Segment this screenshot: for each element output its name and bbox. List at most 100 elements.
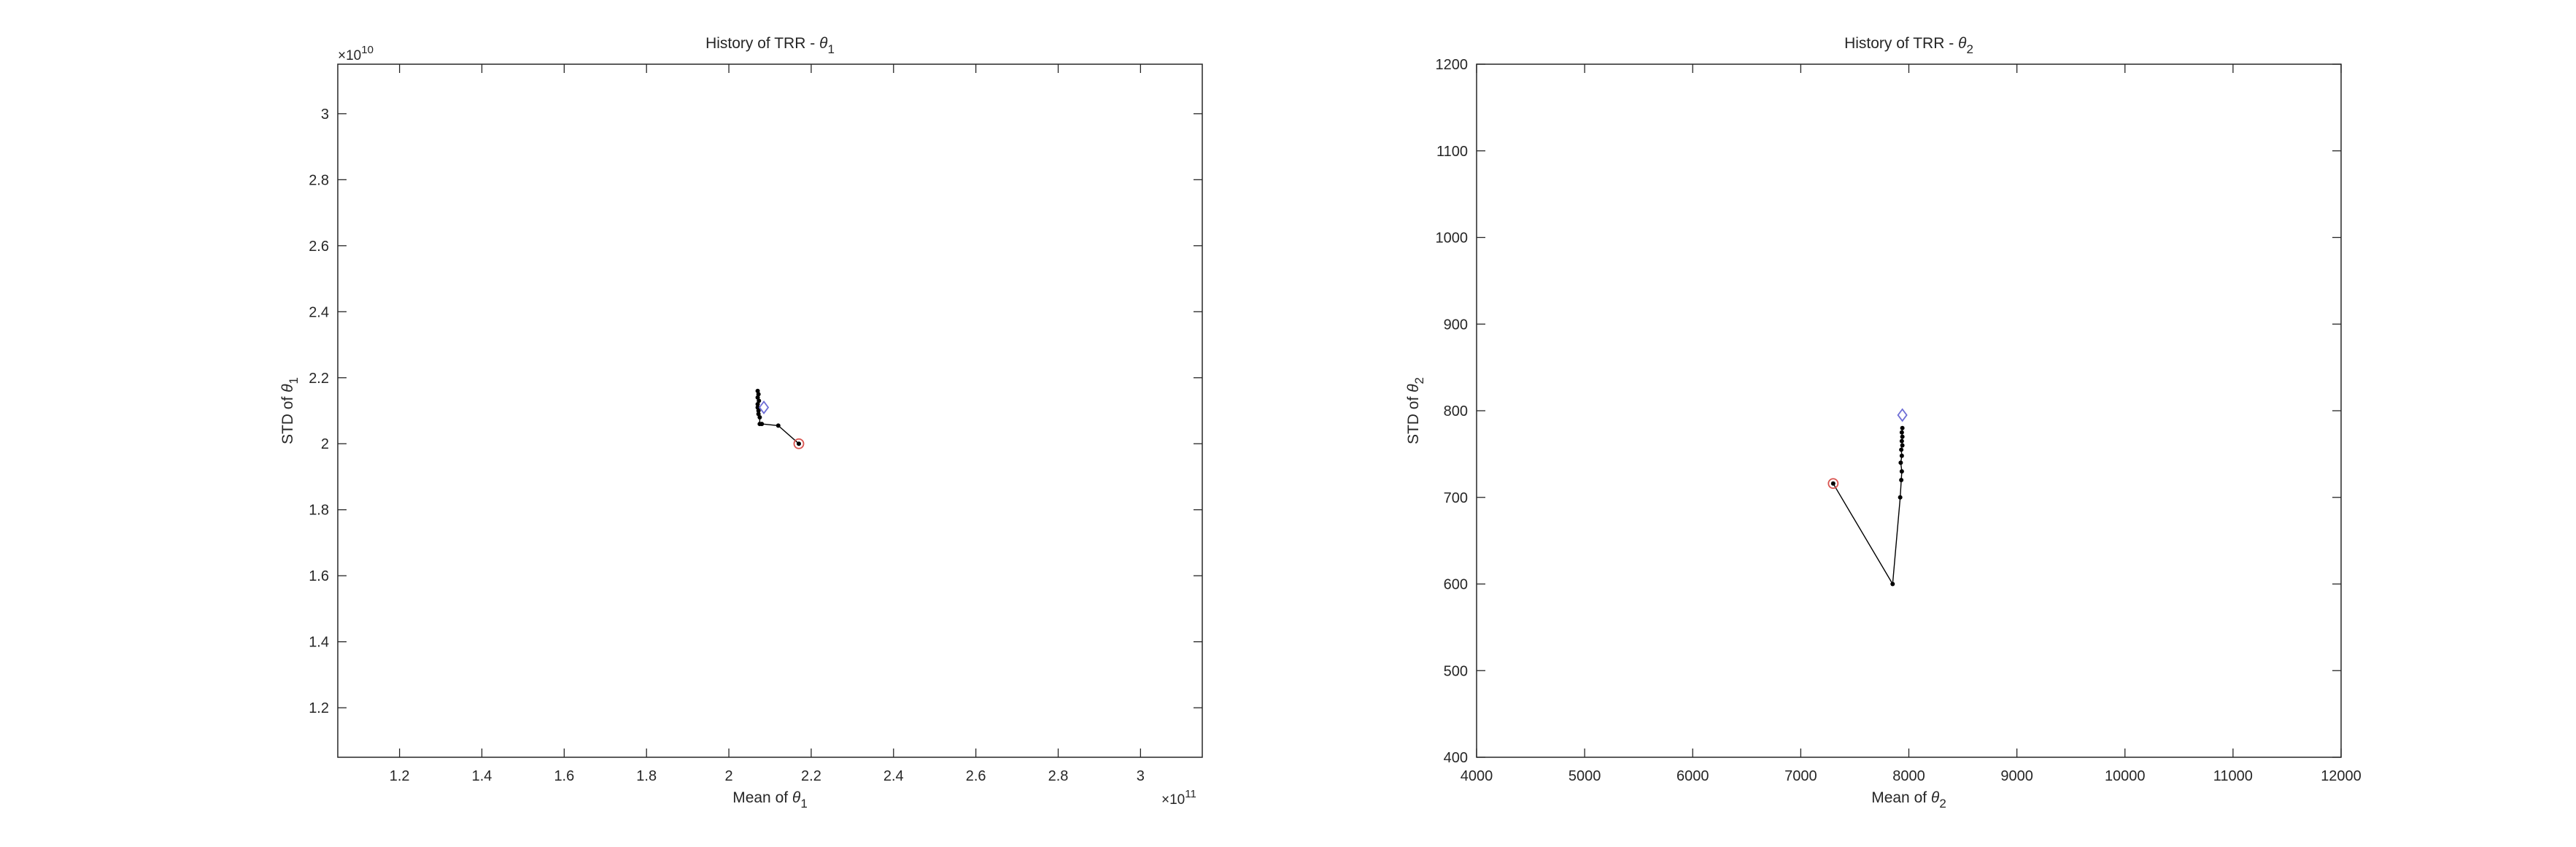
history-point	[1898, 460, 1903, 465]
axes-box	[1476, 63, 2342, 758]
chart-panel-theta2: 4000 5000 6000 7000 8000 9000 10000 11000 12000 4…	[1405, 35, 2362, 811]
x-tick-label: 1.6	[554, 768, 574, 784]
chart-panel-theta1: 1.2 1.4 1.6 1.8 2 2.2 2.4 2.6 2.8 3 1.2 1.4 1.6 1.8 2 2…	[279, 35, 1203, 811]
x-tick-label: 2.8	[1048, 768, 1069, 784]
chart-title-text: History of TRR -	[1844, 35, 1958, 52]
x-axis-label-subscript: 2	[1939, 797, 1946, 811]
x-tick-label: 5000	[1569, 768, 1601, 784]
x-axis-label: Mean of θ2	[1871, 789, 1946, 811]
y-exponent-base: ×10	[338, 48, 361, 63]
y-tick-label: 500	[1444, 663, 1468, 679]
history-point	[757, 422, 762, 427]
x-axis-label-text: Mean of	[1871, 789, 1931, 806]
x-axis-label: Mean of θ1	[732, 789, 808, 811]
start-marker	[793, 438, 805, 449]
y-tick-label: 1100	[1436, 144, 1468, 160]
x-tick-label: 3	[1137, 768, 1145, 784]
x-tick-label: 2.6	[966, 768, 986, 784]
history-point	[1900, 434, 1905, 439]
y-axis-label: STD of θ1	[279, 377, 301, 444]
history-point	[1899, 438, 1904, 444]
end-marker	[1897, 408, 1908, 422]
history-point	[1900, 443, 1905, 448]
chart-title: History of TRR - θ1	[705, 35, 835, 56]
chart-title-symbol: θ	[819, 35, 828, 52]
history-point	[757, 415, 762, 420]
x-tick-label: 1.4	[472, 768, 492, 784]
history-point	[1899, 453, 1904, 458]
x-tick-label: 7000	[1784, 768, 1817, 784]
x-exponent-power: 11	[1185, 788, 1196, 800]
x-axis-label-symbol: θ	[1931, 789, 1940, 806]
history-point	[755, 405, 760, 410]
history-point	[755, 401, 760, 406]
y-axis-label-text: STD of	[279, 392, 296, 444]
x-exponent-base: ×10	[1161, 792, 1185, 808]
history-point	[756, 409, 761, 413]
history-point	[1899, 478, 1904, 482]
y-tick-label: 600	[1444, 577, 1468, 593]
y-axis-label-symbol: θ	[279, 384, 296, 392]
history-point	[757, 398, 762, 403]
x-tick-label: 1.8	[636, 768, 657, 784]
x-exponent-label: ×1011	[1161, 788, 1196, 808]
y-tick-label: 2.2	[309, 371, 329, 387]
history-point	[1899, 447, 1904, 452]
y-tick-label: 800	[1444, 403, 1468, 419]
x-tick-label: 12000	[2321, 768, 2362, 784]
x-tick-label: 11000	[2213, 768, 2253, 784]
history-point	[1898, 495, 1903, 500]
y-axis-label-subscript: 1	[287, 377, 301, 384]
x-tick-label: 6000	[1676, 768, 1709, 784]
history-point	[1830, 481, 1836, 486]
y-tick-label: 1.8	[309, 503, 329, 519]
history-point	[797, 441, 801, 446]
start-marker	[1827, 478, 1839, 490]
x-tick-label: 1.2	[390, 768, 410, 784]
y-axis-label-text: STD of	[1405, 392, 1422, 444]
y-axis-label-symbol: θ	[1405, 384, 1422, 392]
y-tick-label: 1200	[1436, 57, 1469, 73]
x-tick-label: 2	[725, 768, 733, 784]
y-tick-label: 2.6	[309, 239, 329, 255]
x-tick-label: 2.4	[883, 768, 904, 784]
y-tick-label: 1000	[1436, 231, 1469, 247]
chart-title-subscript: 1	[827, 42, 834, 56]
chart-title: History of TRR - θ2	[1844, 35, 1973, 56]
x-axis-label-subscript: 1	[800, 797, 807, 811]
chart-title-symbol: θ	[1958, 35, 1967, 52]
y-tick-label: 1.6	[309, 568, 329, 584]
history-point	[755, 395, 760, 400]
history-point	[1899, 430, 1904, 435]
y-tick-label: 3	[321, 107, 329, 123]
y-tick-label: 1.2	[309, 700, 329, 716]
history-point	[755, 388, 760, 393]
chart-title-subscript: 2	[1966, 42, 1973, 56]
axes-box	[337, 63, 1203, 758]
x-axis-label-text: Mean of	[732, 789, 792, 806]
y-exponent-power: 10	[361, 44, 374, 56]
end-marker	[758, 400, 770, 414]
history-point	[1899, 469, 1904, 474]
x-tick-label: 9000	[2000, 768, 2033, 784]
history-point	[1900, 425, 1905, 430]
x-tick-label: 4000	[1461, 768, 1493, 784]
y-tick-label: 400	[1444, 750, 1468, 766]
y-tick-label: 2	[321, 436, 329, 452]
y-tick-label: 2.4	[309, 304, 329, 320]
history-point	[756, 392, 761, 397]
x-tick-label: 8000	[1892, 768, 1925, 784]
y-axis-label-subscript: 2	[1412, 377, 1426, 384]
y-tick-label: 1.4	[309, 635, 329, 651]
y-tick-label: 900	[1444, 317, 1468, 333]
y-exponent-label: ×1010	[338, 44, 374, 63]
y-tick-label: 700	[1444, 490, 1468, 506]
x-tick-label: 2.2	[801, 768, 821, 784]
x-tick-label: 10000	[2105, 768, 2146, 784]
x-axis-label-symbol: θ	[792, 789, 801, 806]
chart-title-text: History of TRR -	[705, 35, 819, 52]
history-point	[756, 411, 761, 417]
y-axis-label: STD of θ2	[1405, 377, 1426, 444]
history-point	[775, 423, 781, 428]
